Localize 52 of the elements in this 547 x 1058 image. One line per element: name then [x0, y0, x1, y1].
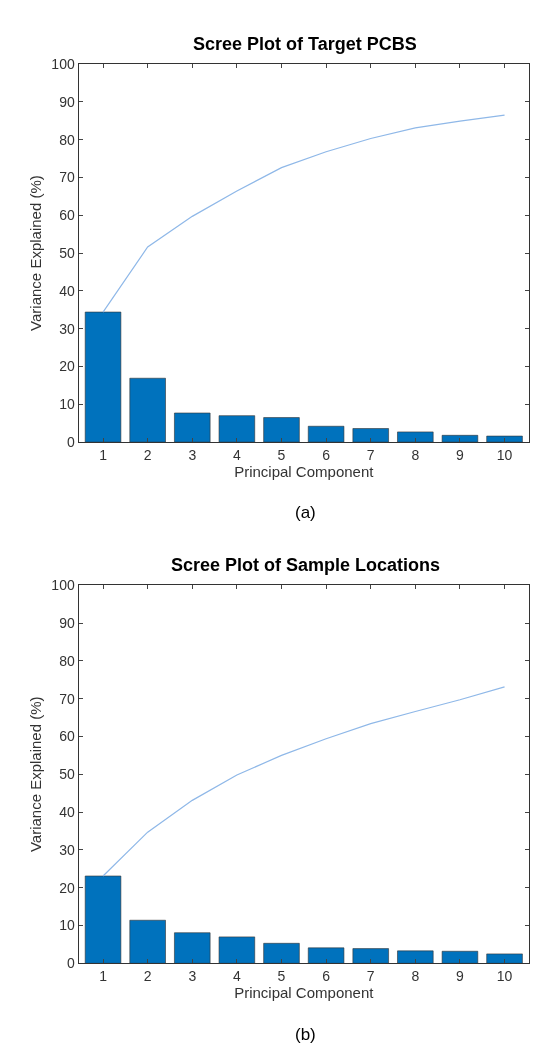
- x-axis-title: Principal Component: [234, 462, 375, 480]
- x-tick-label: 4: [232, 968, 241, 985]
- x-tick-label: 7: [366, 968, 375, 985]
- y-tick-label: 70: [59, 690, 75, 707]
- y-tick-label: 20: [59, 879, 75, 896]
- y-tick-label: 30: [59, 841, 75, 858]
- y-tick-label: 40: [59, 803, 75, 820]
- x-tick-label: 7: [366, 446, 375, 463]
- y-tick-label: 50: [59, 244, 75, 261]
- y-tick-label: 20: [59, 358, 75, 375]
- x-axis-title: Principal Component: [234, 984, 375, 1002]
- chart-title: Scree Plot of Target PCBS: [193, 34, 417, 54]
- x-tick-label: 1: [99, 968, 108, 985]
- x-tick-label: 5: [277, 446, 286, 463]
- x-tick-label: 6: [322, 446, 331, 463]
- x-tick-label: 8: [411, 446, 420, 463]
- y-tick-label: 10: [59, 396, 75, 413]
- x-tick-label: 9: [456, 968, 465, 985]
- y-axis-title: Variance Explained (%): [26, 175, 44, 331]
- line-series: [102, 114, 506, 313]
- y-tick-label: 40: [59, 282, 75, 299]
- x-tick-label: 3: [188, 968, 197, 985]
- y-tick-label: 90: [59, 614, 75, 631]
- x-tick-label: 4: [232, 446, 241, 463]
- x-tick-label: 9: [456, 446, 465, 463]
- y-axis-title: Variance Explained (%): [26, 696, 44, 853]
- x-tick-label: 3: [188, 446, 197, 463]
- y-tick-label: 80: [59, 131, 75, 148]
- y-tick-label: 30: [59, 320, 75, 337]
- y-tick-label: 100: [51, 55, 75, 72]
- y-tick-label: 90: [59, 93, 75, 110]
- x-tick-label: 5: [277, 968, 286, 985]
- x-tick-label: 2: [143, 446, 152, 463]
- x-tick-label: 10: [496, 968, 513, 985]
- x-tick-label: 8: [411, 968, 420, 985]
- y-tick-label: 100: [51, 577, 75, 594]
- text: (b): [295, 1025, 316, 1044]
- x-tick-label: 6: [322, 968, 331, 985]
- y-tick-label: 0: [66, 955, 75, 972]
- y-tick-label: 60: [59, 207, 75, 224]
- text: (a): [295, 503, 316, 522]
- x-tick-label: 10: [496, 446, 513, 463]
- x-tick-label: 1: [99, 446, 108, 463]
- chart-title: Scree Plot of Sample Locations: [171, 555, 441, 575]
- y-tick-label: 60: [59, 728, 75, 745]
- y-tick-label: 80: [59, 652, 75, 669]
- y-tick-label: 50: [59, 766, 75, 783]
- y-tick-label: 10: [59, 917, 75, 934]
- x-tick-label: 2: [143, 968, 152, 985]
- y-tick-label: 70: [59, 169, 75, 186]
- y-tick-label: 0: [66, 434, 75, 451]
- line-series: [102, 686, 506, 877]
